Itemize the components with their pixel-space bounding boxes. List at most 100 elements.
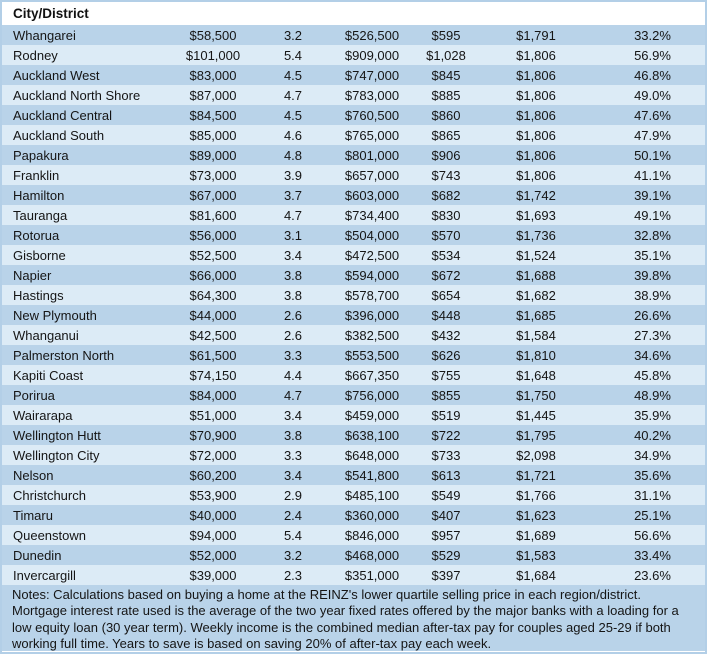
percent-cell: 49.0% — [600, 85, 705, 105]
table-row: Gisborne $52,500 3.4 $472,500 $534 $1,52… — [2, 245, 705, 265]
house-price-cell: $846,000 — [324, 525, 420, 545]
table-row: Tauranga $81,600 4.7 $734,400 $830 $1,69… — [2, 205, 705, 225]
house-price-cell: $603,000 — [324, 185, 420, 205]
table-row: Rotorua $56,000 3.1 $504,000 $570 $1,736… — [2, 225, 705, 245]
weekly-payment-cell: $672 — [420, 265, 472, 285]
city-district-cell: Papakura — [2, 145, 164, 165]
city-district-cell: Rotorua — [2, 225, 164, 245]
deposit-cell: $87,000 — [164, 85, 262, 105]
table-row: Christchurch $53,900 2.9 $485,100 $549 $… — [2, 485, 705, 505]
weekly-income-cell: $1,684 — [472, 565, 600, 585]
years-cell: 2.4 — [262, 505, 324, 525]
deposit-cell: $42,500 — [164, 325, 262, 345]
deposit-cell: $67,000 — [164, 185, 262, 205]
percent-cell: 34.9% — [600, 445, 705, 465]
column-header-price — [324, 2, 420, 25]
house-price-cell: $734,400 — [324, 205, 420, 225]
percent-cell: 49.1% — [600, 205, 705, 225]
weekly-income-cell: $1,648 — [472, 365, 600, 385]
weekly-payment-cell: $682 — [420, 185, 472, 205]
table-row: Wellington Hutt $70,900 3.8 $638,100 $72… — [2, 425, 705, 445]
percent-cell: 39.1% — [600, 185, 705, 205]
city-district-cell: Wellington Hutt — [2, 425, 164, 445]
house-price-cell: $472,500 — [324, 245, 420, 265]
weekly-income-cell: $1,766 — [472, 485, 600, 505]
weekly-payment-cell: $855 — [420, 385, 472, 405]
weekly-income-cell: $1,806 — [472, 65, 600, 85]
city-district-cell: Wairarapa — [2, 405, 164, 425]
city-district-cell: Timaru — [2, 505, 164, 525]
house-price-cell: $667,350 — [324, 365, 420, 385]
house-price-cell: $504,000 — [324, 225, 420, 245]
years-cell: 4.6 — [262, 125, 324, 145]
weekly-income-cell: $1,685 — [472, 305, 600, 325]
percent-cell: 26.6% — [600, 305, 705, 325]
deposit-cell: $60,200 — [164, 465, 262, 485]
weekly-payment-cell: $1,028 — [420, 45, 472, 65]
weekly-payment-cell: $448 — [420, 305, 472, 325]
weekly-payment-cell: $957 — [420, 525, 472, 545]
weekly-income-cell: $1,688 — [472, 265, 600, 285]
weekly-payment-cell: $845 — [420, 65, 472, 85]
table-row: Auckland Central $84,500 4.5 $760,500 $8… — [2, 105, 705, 125]
city-district-cell: Whanganui — [2, 325, 164, 345]
house-price-cell: $747,000 — [324, 65, 420, 85]
percent-cell: 33.4% — [600, 545, 705, 565]
weekly-income-cell: $1,806 — [472, 85, 600, 105]
years-cell: 5.4 — [262, 525, 324, 545]
weekly-income-cell: $1,806 — [472, 105, 600, 125]
house-price-cell: $801,000 — [324, 145, 420, 165]
percent-cell: 56.9% — [600, 45, 705, 65]
city-district-cell: Dunedin — [2, 545, 164, 565]
deposit-cell: $85,000 — [164, 125, 262, 145]
city-district-cell: Queenstown — [2, 525, 164, 545]
table-row: Porirua $84,000 4.7 $756,000 $855 $1,750… — [2, 385, 705, 405]
column-header-deposit — [164, 2, 262, 25]
house-price-cell: $578,700 — [324, 285, 420, 305]
deposit-cell: $40,000 — [164, 505, 262, 525]
table-row: Whangarei $58,500 3.2 $526,500 $595 $1,7… — [2, 25, 705, 45]
years-cell: 2.6 — [262, 305, 324, 325]
percent-cell: 50.1% — [600, 145, 705, 165]
city-district-cell: Auckland Central — [2, 105, 164, 125]
house-price-cell: $351,000 — [324, 565, 420, 585]
deposit-cell: $64,300 — [164, 285, 262, 305]
years-cell: 2.9 — [262, 485, 324, 505]
percent-cell: 40.2% — [600, 425, 705, 445]
table-row: New Plymouth $44,000 2.6 $396,000 $448 $… — [2, 305, 705, 325]
house-price-cell: $756,000 — [324, 385, 420, 405]
city-district-cell: Christchurch — [2, 485, 164, 505]
deposit-cell: $73,000 — [164, 165, 262, 185]
years-cell: 4.7 — [262, 85, 324, 105]
years-cell: 4.7 — [262, 385, 324, 405]
percent-cell: 25.1% — [600, 505, 705, 525]
weekly-income-cell: $1,791 — [472, 25, 600, 45]
house-price-cell: $396,000 — [324, 305, 420, 325]
table-row: Auckland North Shore $87,000 4.7 $783,00… — [2, 85, 705, 105]
weekly-payment-cell: $595 — [420, 25, 472, 45]
table-body: Whangarei $58,500 3.2 $526,500 $595 $1,7… — [2, 25, 705, 585]
percent-cell: 56.6% — [600, 525, 705, 545]
years-cell: 4.5 — [262, 105, 324, 125]
column-header-years — [262, 2, 324, 25]
city-district-cell: Auckland West — [2, 65, 164, 85]
weekly-income-cell: $1,682 — [472, 285, 600, 305]
deposit-cell: $58,500 — [164, 25, 262, 45]
years-cell: 3.3 — [262, 345, 324, 365]
weekly-payment-cell: $529 — [420, 545, 472, 565]
weekly-income-cell: $1,736 — [472, 225, 600, 245]
years-cell: 3.4 — [262, 405, 324, 425]
table-row: Queenstown $94,000 5.4 $846,000 $957 $1,… — [2, 525, 705, 545]
percent-cell: 41.1% — [600, 165, 705, 185]
city-district-cell: Invercargill — [2, 565, 164, 585]
weekly-income-cell: $1,524 — [472, 245, 600, 265]
weekly-payment-cell: $733 — [420, 445, 472, 465]
percent-cell: 35.1% — [600, 245, 705, 265]
weekly-income-cell: $1,806 — [472, 125, 600, 145]
weekly-income-cell: $1,689 — [472, 525, 600, 545]
table-row: Nelson $60,200 3.4 $541,800 $613 $1,721 … — [2, 465, 705, 485]
table-row: Timaru $40,000 2.4 $360,000 $407 $1,623 … — [2, 505, 705, 525]
weekly-payment-cell: $755 — [420, 365, 472, 385]
house-price-cell: $783,000 — [324, 85, 420, 105]
